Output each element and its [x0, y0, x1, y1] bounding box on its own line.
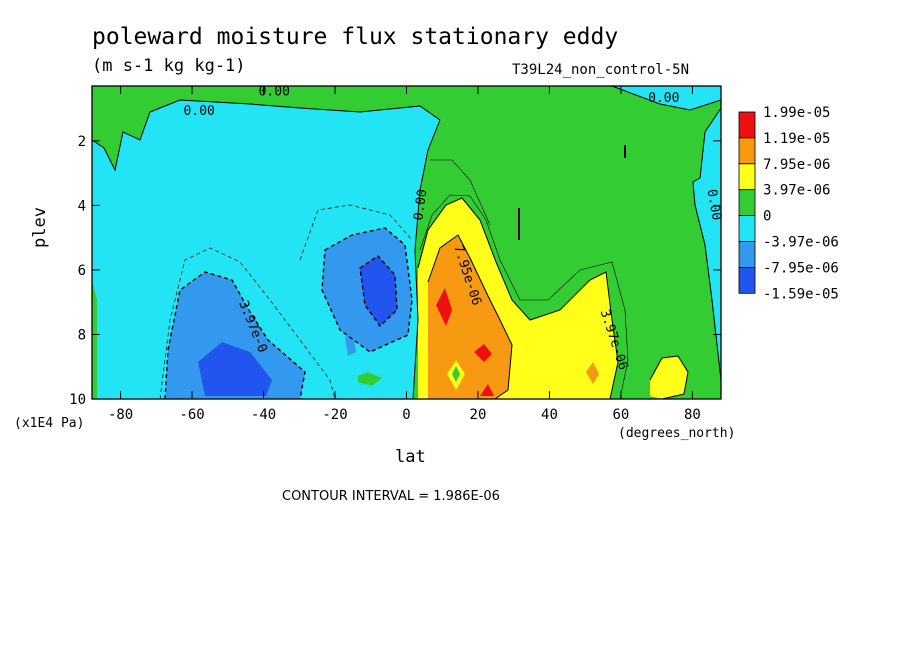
chart-units: (m s-1 kg kg-1) — [92, 56, 246, 76]
colorbar-label: -7.95e-06 — [763, 260, 839, 276]
contour-pos-2 — [430, 159, 491, 226]
colorbar-label: -1.59e-05 — [763, 286, 839, 302]
colorbar-swatch — [738, 266, 756, 294]
x-axis-units: (degrees_north) — [618, 426, 736, 441]
y-axis-units: (x1E4 Pa) — [14, 416, 85, 431]
colorbar-label: -3.97e-06 — [763, 235, 839, 251]
colorbar-swatch — [738, 215, 756, 242]
contour-zero-east — [692, 107, 722, 381]
contour-label: 0.00 — [704, 188, 724, 221]
region-subtropical-max-3 — [480, 384, 494, 396]
region-subtropical-max-2 — [474, 344, 492, 362]
x-axis-label: lat — [395, 447, 426, 467]
region-green-diamond — [452, 366, 460, 382]
chart-title: poleward moisture flux stationary eddy — [92, 24, 619, 50]
colorbar-swatch — [738, 137, 756, 165]
colorbar-label: 1.99e-05 — [763, 105, 830, 121]
contour-zero-equator — [412, 119, 441, 400]
x-tick-label: 20 — [470, 407, 487, 423]
y-axis: 2 4 6 8 10 — [69, 134, 721, 408]
colorbar-label: 0 — [763, 209, 771, 225]
contour-lines — [91, 85, 722, 400]
x-tick-label: 40 — [541, 407, 558, 423]
y-tick-label: 2 — [78, 134, 86, 150]
contour-pos-1 — [419, 194, 629, 400]
contour-label: 0.00 — [411, 188, 430, 221]
region-left-edge-green — [92, 280, 97, 399]
x-tick-label: 80 — [684, 407, 701, 423]
y-tick-label: 6 — [78, 263, 86, 279]
contour-neg-5 — [359, 255, 398, 328]
region-upper-cyan-patch — [612, 86, 721, 110]
y-tick-label: 8 — [78, 327, 86, 343]
x-tick-label: -60 — [179, 407, 204, 423]
x-tick-label: 0 — [402, 407, 410, 423]
contour-pos-3 — [417, 197, 619, 400]
colorbar-label: 3.97e-06 — [763, 183, 830, 199]
contour-label: 0.00 — [184, 104, 215, 119]
contour-label: 0.00 — [648, 91, 679, 106]
region-yellow-blob-east — [650, 356, 688, 399]
x-tick-label: -80 — [108, 407, 133, 423]
region-subtropical-strong — [428, 235, 512, 399]
x-tick-label: -40 — [251, 407, 276, 423]
x-tick-label: -20 — [322, 407, 347, 423]
contour-neg-2 — [164, 271, 306, 400]
contour-interval-note: CONTOUR INTERVAL = 1.986E-06 — [282, 489, 500, 504]
plot-area: 0.000.000.000.00 0.007.95e-063.97e-063.97… — [91, 85, 724, 400]
y-tick-label: 10 — [69, 392, 86, 408]
region-subtropical-max-1 — [436, 288, 452, 326]
region-southern-strong-core — [198, 342, 272, 396]
colorbar-label: 7.95e-06 — [763, 157, 830, 173]
contour-neg-3 — [299, 204, 413, 261]
colorbar-swatch — [738, 189, 756, 216]
contour-pos-4 — [427, 234, 513, 400]
region-equatorial-lower-lobe — [345, 328, 356, 356]
colorbar-swatch — [738, 163, 756, 191]
colorbar-label: 1.19e-05 — [763, 131, 830, 147]
y-tick-label: 4 — [78, 198, 86, 214]
region-equatorial-negative-core — [360, 256, 397, 326]
contour-neg-4 — [321, 227, 413, 353]
colorbar-swatch — [738, 241, 756, 268]
dataset-label: T39L24_non_control-5N — [512, 62, 690, 78]
colorbar: 1.99e-05 1.19e-05 7.95e-06 3.97e-06 0 -3.97e-… — [738, 105, 839, 302]
region-upper-band — [92, 86, 440, 170]
region-green-blob-lower — [358, 372, 382, 386]
contour-neg-1 — [159, 247, 336, 400]
contour-zero-top — [611, 85, 722, 111]
contour-zero-upper — [91, 99, 441, 172]
contour-pos-5 — [649, 355, 689, 400]
colorbar-swatch — [738, 111, 756, 139]
x-axis: -80 -60 -40 -20 0 20 40 60 80 — [108, 86, 701, 423]
region-orange-blob-east — [586, 362, 599, 384]
x-tick-label: 60 — [613, 407, 630, 423]
contour-label: 0.00 — [259, 85, 290, 100]
